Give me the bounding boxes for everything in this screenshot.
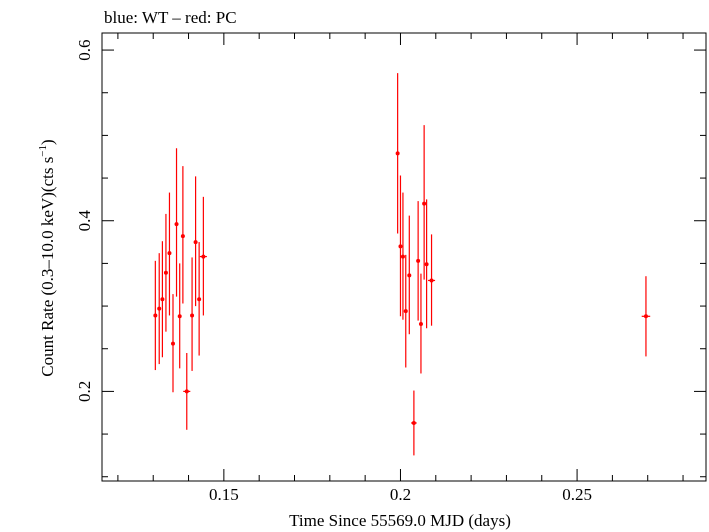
- data-marker: [177, 314, 182, 319]
- x-tick-label: 0.15: [209, 485, 239, 504]
- data-point: [160, 241, 165, 358]
- data-point: [418, 273, 423, 374]
- data-marker: [407, 273, 412, 278]
- data-point: [424, 199, 429, 329]
- y-axis-label-main: Count Rate (0.3–10.0 keV)(cts s: [38, 157, 57, 377]
- data-point: [395, 73, 400, 234]
- data-marker: [190, 313, 195, 318]
- y-axis-label-close: ): [38, 139, 57, 145]
- data-marker: [170, 341, 175, 346]
- data-marker: [411, 420, 416, 425]
- data-point: [193, 176, 198, 307]
- data-marker: [193, 240, 198, 245]
- data-point: [163, 213, 168, 332]
- data-marker: [153, 313, 158, 318]
- data-point: [199, 196, 207, 316]
- y-axis-label: Count Rate (0.3–10.0 keV)(cts s−1): [37, 139, 57, 376]
- data-point: [428, 234, 436, 326]
- data-point: [411, 390, 417, 456]
- y-tick-label: 0.6: [75, 39, 94, 60]
- data-point: [153, 260, 158, 371]
- x-axis-tick-labels: 0.15 0.2 0.25: [209, 485, 592, 504]
- data-point: [183, 353, 191, 430]
- data-point: [197, 242, 202, 356]
- data-point: [416, 201, 421, 321]
- data-marker: [429, 278, 434, 283]
- chart-title: blue: WT – red: PC: [104, 8, 237, 27]
- data-marker: [180, 234, 185, 239]
- data-point: [170, 294, 175, 393]
- data-marker: [157, 306, 162, 311]
- data-point: [167, 192, 172, 316]
- data-point: [641, 276, 651, 357]
- y-axis-ticks: [102, 49, 706, 478]
- data-point: [180, 166, 185, 304]
- data-point: [407, 215, 412, 335]
- data-marker: [163, 270, 168, 275]
- data-marker: [403, 309, 408, 314]
- data-marker: [174, 222, 179, 227]
- x-axis-label: Time Since 55569.0 MJD (days): [289, 511, 511, 530]
- data-point: [174, 148, 179, 297]
- data-point: [403, 254, 408, 368]
- y-axis-label-superscript: −1: [37, 145, 49, 157]
- data-point: [177, 263, 182, 369]
- data-point: [400, 192, 405, 320]
- data-marker: [197, 297, 202, 302]
- x-axis-ticks: [117, 33, 684, 481]
- data-marker: [398, 244, 403, 249]
- y-axis-tick-labels: 0.2 0.4 0.6: [75, 39, 94, 402]
- x-tick-label: 0.25: [562, 485, 592, 504]
- y-tick-label: 0.2: [75, 381, 94, 402]
- x-tick-label: 0.2: [390, 485, 411, 504]
- data-point: [190, 257, 195, 371]
- data-marker: [422, 201, 427, 206]
- data-marker: [395, 151, 400, 156]
- data-marker: [201, 254, 206, 259]
- data-marker: [416, 258, 421, 263]
- data-marker: [643, 314, 648, 319]
- data-marker: [418, 321, 423, 326]
- y-tick-label: 0.4: [75, 210, 94, 232]
- data-marker: [167, 251, 172, 256]
- data-marker: [184, 389, 189, 394]
- data-point: [398, 175, 403, 317]
- data-marker: [160, 297, 165, 302]
- data-points: [153, 73, 651, 456]
- plot-frame: [101, 32, 707, 482]
- data-point: [157, 253, 162, 365]
- data-marker: [424, 262, 429, 267]
- data-marker: [400, 254, 405, 259]
- data-point: [422, 125, 427, 280]
